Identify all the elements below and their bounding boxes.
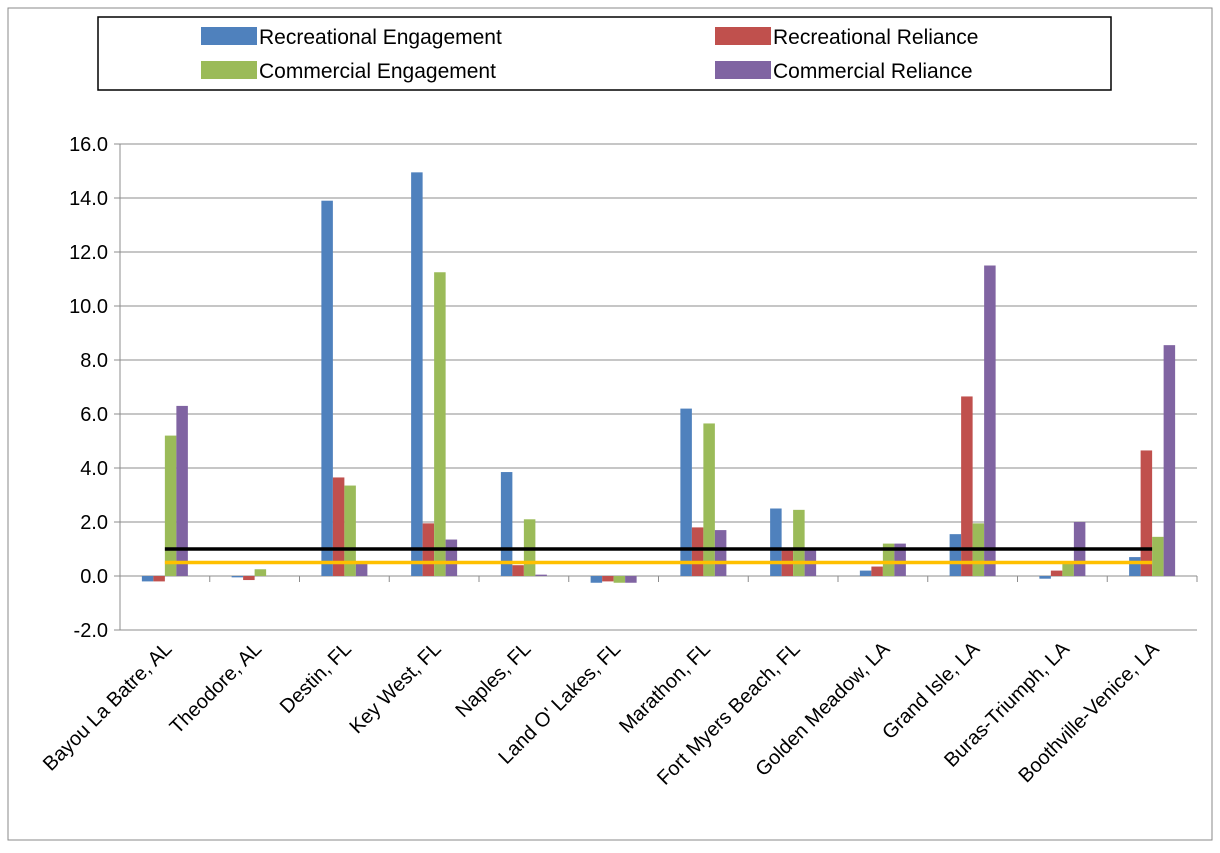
legend-label: Commercial Engagement (259, 60, 496, 83)
y-tick-label: -2.0 (74, 620, 108, 642)
bar (142, 576, 154, 581)
bar (770, 509, 782, 577)
legend-swatch (715, 61, 771, 79)
bar (165, 436, 177, 576)
legend-label: Recreational Engagement (259, 26, 502, 49)
bar (715, 530, 727, 576)
bar (793, 510, 805, 576)
y-tick-label: 16.0 (69, 134, 108, 156)
bar (321, 201, 333, 576)
bar (602, 576, 614, 581)
bar (501, 472, 513, 576)
bar (614, 576, 626, 583)
bar (1141, 450, 1153, 576)
bar (512, 565, 524, 576)
y-tick-label: 12.0 (69, 242, 108, 264)
bar (1062, 564, 1074, 576)
y-tick-label: 0.0 (80, 566, 108, 588)
legend-label: Recreational Reliance (773, 26, 978, 49)
y-tick-label: 4.0 (80, 458, 108, 480)
bar (411, 172, 423, 576)
bar (243, 576, 255, 580)
legend-swatch (201, 61, 257, 79)
legend-swatch (201, 27, 257, 45)
bar (950, 534, 962, 576)
legend: Recreational Engagement Recreational Reli… (98, 17, 1111, 90)
y-tick-label: 6.0 (80, 404, 108, 426)
bar (446, 540, 458, 576)
bar (680, 409, 692, 576)
bar (625, 576, 637, 583)
bar (692, 527, 704, 576)
bar (1129, 557, 1141, 576)
bar (535, 575, 547, 576)
bar (860, 571, 872, 576)
bar (591, 576, 603, 583)
bar (703, 423, 715, 576)
bar (255, 569, 267, 576)
bar (984, 266, 996, 577)
y-tick-label: 2.0 (80, 512, 108, 534)
legend-swatch (715, 27, 771, 45)
y-tick-label: 10.0 (69, 296, 108, 318)
bar (871, 567, 883, 576)
y-tick-label: 8.0 (80, 350, 108, 372)
legend-label: Commercial Reliance (773, 60, 973, 83)
bar (1164, 345, 1176, 576)
bar (1051, 571, 1063, 576)
bar (232, 576, 244, 577)
y-tick-label: 14.0 (69, 188, 108, 210)
bar (1152, 537, 1164, 576)
bar (356, 563, 368, 577)
bar (1039, 576, 1051, 579)
bar (434, 272, 446, 576)
bar (153, 576, 165, 581)
